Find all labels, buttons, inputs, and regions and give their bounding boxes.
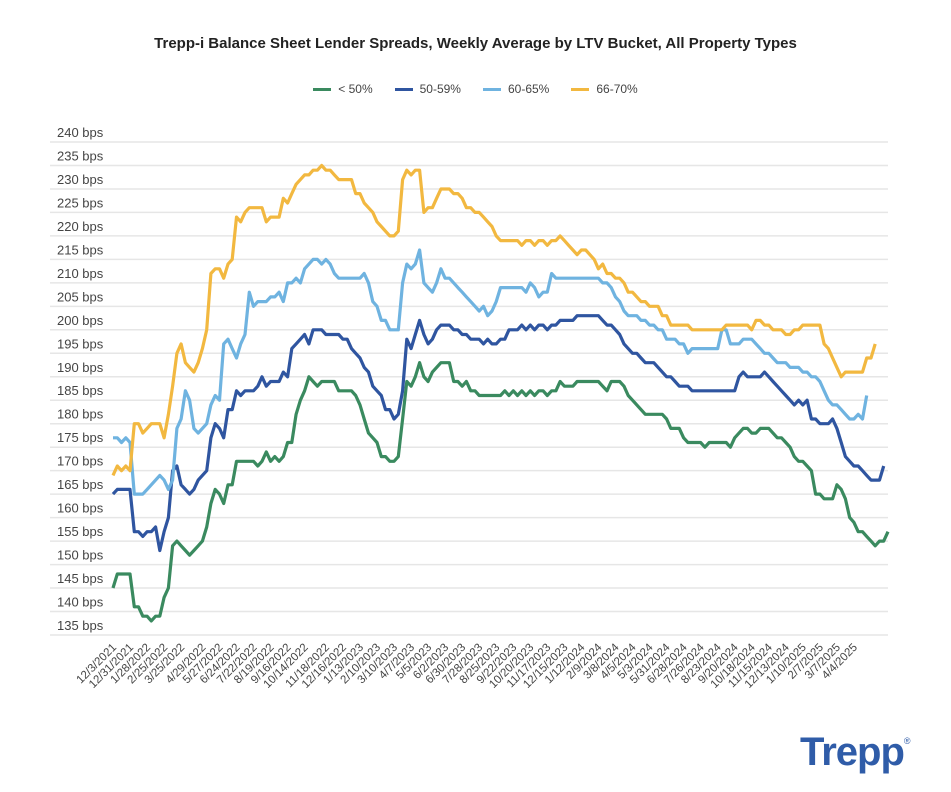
y-tick-label: 185 bps <box>57 383 104 398</box>
legend-swatch <box>394 87 413 91</box>
legend-swatch <box>571 87 590 91</box>
y-tick-label: 230 bps <box>57 172 104 187</box>
y-tick-label: 195 bps <box>57 336 104 351</box>
logo-text: Trepp <box>800 730 905 774</box>
series-line-1 <box>111 314 886 553</box>
series-line-2 <box>113 248 869 496</box>
y-tick-label: 205 bps <box>57 289 104 304</box>
y-tick-label: 235 bps <box>57 148 104 163</box>
y-tick-label: 225 bps <box>57 195 104 210</box>
chart-title: Trepp-i Balance Sheet Lender Spreads, We… <box>154 35 797 52</box>
legend-swatch <box>482 87 501 91</box>
registered-mark: ® <box>903 736 911 746</box>
legend-label: < 50% <box>338 82 373 96</box>
y-tick-label: 200 bps <box>57 313 104 328</box>
legend-label: 50-59% <box>419 82 461 96</box>
y-tick-label: 210 bps <box>57 266 104 281</box>
y-tick-label: 170 bps <box>57 454 104 469</box>
y-tick-label: 155 bps <box>57 524 104 539</box>
series-line-0 <box>111 361 890 623</box>
y-tick-label: 140 bps <box>57 595 104 610</box>
y-tick-label: 180 bps <box>57 407 104 422</box>
legend: < 50% 50-59% 60-65% 66-70% <box>0 82 951 96</box>
legend-item: 50-59% <box>394 82 461 96</box>
legend-item: 60-65% <box>482 82 550 96</box>
y-tick-label: 165 bps <box>57 477 104 492</box>
trepp-logo: Trepp® <box>800 730 910 775</box>
y-tick-label: 160 bps <box>57 501 104 516</box>
y-tick-label: 145 bps <box>57 571 104 586</box>
y-tick-label: 175 bps <box>57 430 104 445</box>
y-tick-label: 240 bps <box>57 125 104 140</box>
y-tick-label: 190 bps <box>57 360 104 375</box>
y-tick-label: 150 bps <box>57 548 104 563</box>
legend-item: 66-70% <box>571 82 638 96</box>
legend-label: 66-70% <box>596 82 638 96</box>
y-tick-label: 135 bps <box>57 618 104 633</box>
legend-item: < 50% <box>313 82 373 96</box>
y-tick-label: 215 bps <box>57 242 104 257</box>
y-tick-label: 220 bps <box>57 219 104 234</box>
legend-swatch <box>313 87 332 91</box>
legend-label: 60-65% <box>507 82 550 96</box>
series-line-3 <box>111 163 877 477</box>
